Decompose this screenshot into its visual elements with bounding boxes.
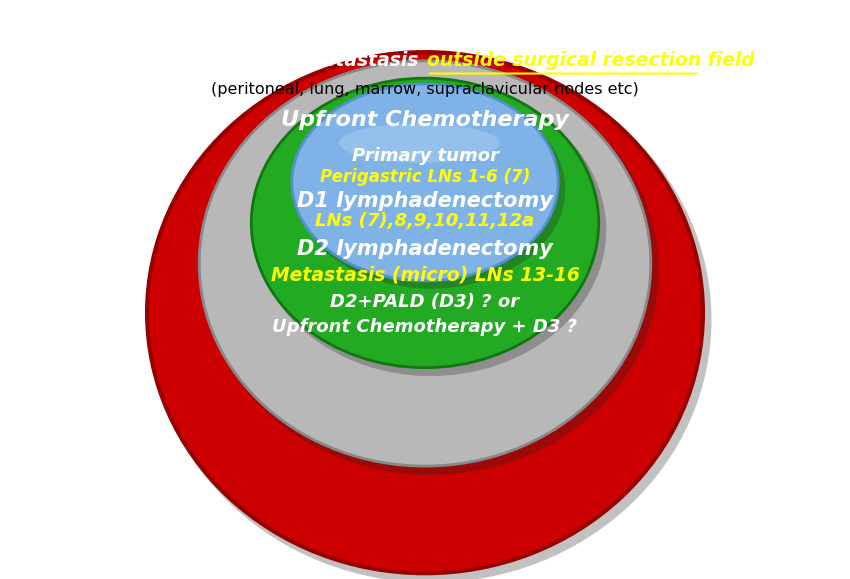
Ellipse shape (255, 84, 606, 376)
Text: Upfront Chemotherapy: Upfront Chemotherapy (281, 110, 569, 130)
Ellipse shape (252, 78, 598, 368)
Ellipse shape (339, 123, 499, 163)
Text: Metastasis (micro) LNs 13-16: Metastasis (micro) LNs 13-16 (270, 266, 580, 284)
Ellipse shape (147, 52, 703, 573)
Text: Primary tumor: Primary tumor (352, 147, 498, 166)
Ellipse shape (252, 156, 586, 261)
Ellipse shape (150, 57, 711, 579)
Ellipse shape (292, 84, 558, 281)
Text: outside surgical resection field: outside surgical resection field (427, 52, 754, 70)
Ellipse shape (284, 142, 555, 223)
Text: LNs (7),8,9,10,11,12a: LNs (7),8,9,10,11,12a (315, 212, 535, 230)
Text: Perigastric LNs 1-6 (7): Perigastric LNs 1-6 (7) (320, 167, 530, 186)
Ellipse shape (315, 136, 524, 194)
Text: D2+PALD (D3) ? or: D2+PALD (D3) ? or (331, 293, 519, 312)
Text: Upfront Chemotherapy + D3 ?: Upfront Chemotherapy + D3 ? (273, 318, 577, 336)
Text: D2 lymphadenectomy: D2 lymphadenectomy (297, 239, 553, 259)
Ellipse shape (199, 61, 651, 466)
Text: D1 lymphadenectomy: D1 lymphadenectomy (297, 191, 553, 211)
Text: (peritoneal, lung, marrow, supraclavicular nodes etc): (peritoneal, lung, marrow, supraclavicul… (211, 82, 639, 97)
Text: Metastasis: Metastasis (304, 52, 425, 70)
Ellipse shape (297, 90, 565, 289)
Ellipse shape (202, 66, 659, 475)
